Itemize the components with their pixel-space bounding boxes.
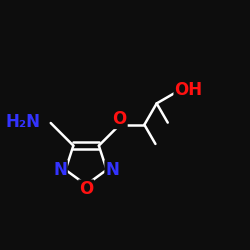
Text: N: N (105, 161, 119, 179)
Text: H₂N: H₂N (6, 113, 41, 131)
Text: N: N (53, 161, 67, 179)
Text: OH: OH (174, 81, 203, 99)
Text: O: O (112, 110, 127, 128)
Text: O: O (79, 180, 93, 198)
